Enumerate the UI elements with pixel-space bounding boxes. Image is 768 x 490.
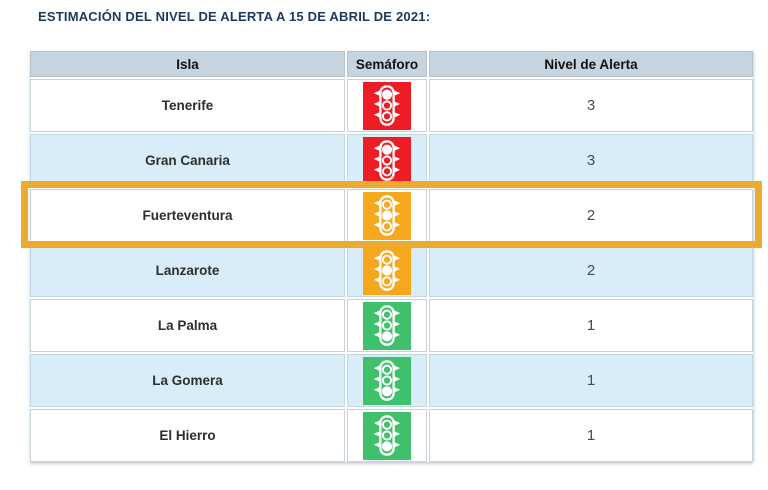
nivel-de-alerta-cell: 1 <box>429 354 753 407</box>
traffic-light-icon-red <box>363 81 411 130</box>
nivel-de-alerta-cell: 2 <box>429 189 753 242</box>
table-row: Tenerife 3 <box>30 79 753 132</box>
traffic-light-icon-green <box>363 301 411 350</box>
column-header-nivel-de-alerta: Nivel de Alerta <box>429 51 753 77</box>
traffic-light-icon-orange <box>363 246 411 295</box>
traffic-light-icon-green <box>363 411 411 460</box>
traffic-light-icon-orange <box>363 191 411 240</box>
table-row: La Palma 1 <box>30 299 753 352</box>
nivel-de-alerta-cell: 1 <box>429 409 753 462</box>
nivel-de-alerta-cell: 2 <box>429 244 753 297</box>
column-header-isla: Isla <box>30 51 345 77</box>
page-title: ESTIMACIÓN DEL NIVEL DE ALERTA A 15 DE A… <box>38 9 431 24</box>
isla-cell: Tenerife <box>30 79 345 132</box>
isla-cell: La Palma <box>30 299 345 352</box>
nivel-de-alerta-cell: 1 <box>429 299 753 352</box>
isla-cell: Lanzarote <box>30 244 345 297</box>
isla-cell: La Gomera <box>30 354 345 407</box>
semaforo-cell <box>347 79 427 132</box>
traffic-light-icon-red <box>363 136 411 185</box>
semaforo-cell <box>347 299 427 352</box>
table-header-row: Isla Semáforo Nivel de Alerta <box>30 51 753 77</box>
table-row: La Gomera 1 <box>30 354 753 407</box>
table-row: Lanzarote 2 <box>30 244 753 297</box>
semaforo-cell <box>347 354 427 407</box>
semaforo-cell <box>347 244 427 297</box>
table-row: Gran Canaria 3 <box>30 134 753 187</box>
column-header-semaforo: Semáforo <box>347 51 427 77</box>
table-row: Fuerteventura 2 <box>21 181 762 248</box>
table-row: El Hierro 1 <box>30 409 753 462</box>
nivel-de-alerta-cell: 3 <box>429 79 753 132</box>
nivel-de-alerta-cell: 3 <box>429 134 753 187</box>
semaforo-cell <box>347 189 427 242</box>
isla-cell: Gran Canaria <box>30 134 345 187</box>
semaforo-cell <box>347 409 427 462</box>
alert-level-table: Isla Semáforo Nivel de Alerta Tenerife 3… <box>21 51 762 462</box>
isla-cell: El Hierro <box>30 409 345 462</box>
isla-cell: Fuerteventura <box>30 189 345 242</box>
table-body: Tenerife 3 Gran Canaria 3 Fuerteventura … <box>21 79 762 462</box>
semaforo-cell <box>347 134 427 187</box>
traffic-light-icon-green <box>363 356 411 405</box>
